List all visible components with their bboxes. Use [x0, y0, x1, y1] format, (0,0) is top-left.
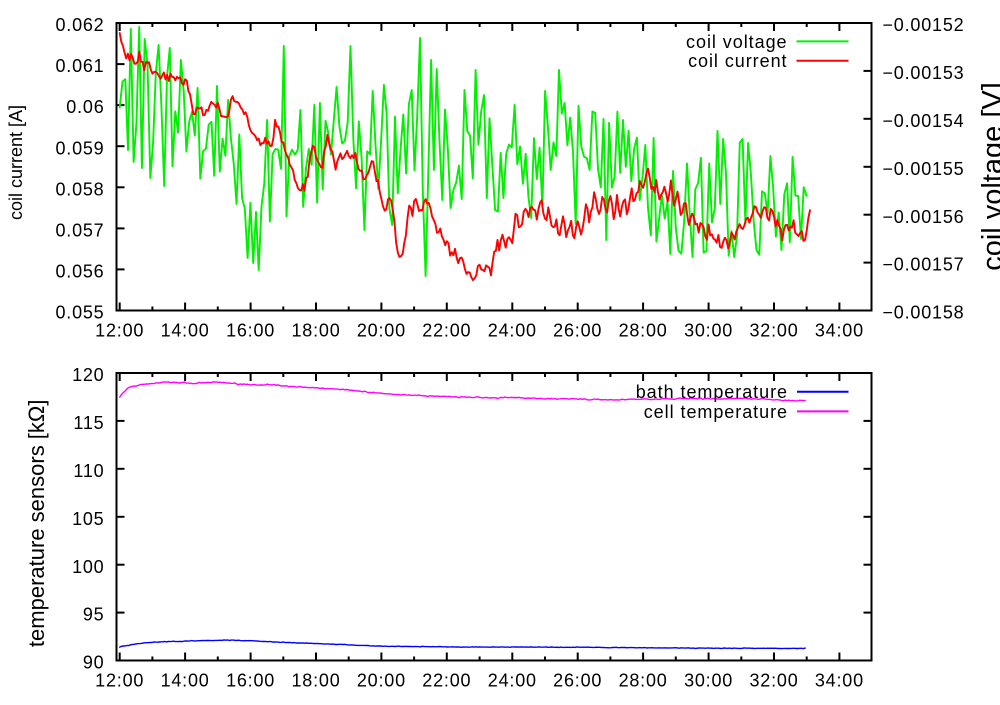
- svg-text:cell temperature: cell temperature: [644, 402, 788, 422]
- svg-text:12:00: 12:00: [95, 670, 144, 690]
- svg-text:95: 95: [83, 605, 105, 625]
- svg-text:30:00: 30:00: [684, 320, 733, 340]
- svg-text:34:00: 34:00: [815, 320, 864, 340]
- svg-text:105: 105: [72, 509, 104, 529]
- svg-text:14:00: 14:00: [161, 670, 210, 690]
- svg-text:−0.00156: −0.00156: [883, 207, 965, 227]
- svg-text:−0.00153: −0.00153: [883, 63, 965, 83]
- svg-text:bath temperature: bath temperature: [636, 382, 788, 402]
- svg-text:0.059: 0.059: [55, 138, 104, 158]
- svg-text:0.058: 0.058: [55, 179, 104, 199]
- svg-text:temperature sensors [kΩ]: temperature sensors [kΩ]: [24, 400, 49, 648]
- svg-text:0.056: 0.056: [55, 262, 104, 282]
- svg-text:−0.00157: −0.00157: [883, 255, 965, 275]
- svg-text:100: 100: [72, 557, 104, 577]
- svg-text:0.057: 0.057: [55, 221, 104, 241]
- svg-text:20:00: 20:00: [357, 320, 406, 340]
- svg-text:coil current: coil current: [688, 51, 787, 71]
- svg-text:−0.00154: −0.00154: [883, 111, 965, 131]
- svg-text:24:00: 24:00: [488, 320, 537, 340]
- svg-text:−0.00152: −0.00152: [883, 15, 965, 35]
- svg-text:0.055: 0.055: [55, 303, 104, 323]
- svg-text:115: 115: [73, 413, 104, 433]
- svg-text:coil current [A]: coil current [A]: [6, 105, 26, 220]
- svg-text:coil voltage [V]: coil voltage [V]: [977, 82, 1000, 271]
- svg-text:12:00: 12:00: [95, 320, 144, 340]
- svg-text:26:00: 26:00: [553, 320, 602, 340]
- svg-text:34:00: 34:00: [815, 670, 864, 690]
- svg-text:32:00: 32:00: [749, 320, 798, 340]
- svg-text:0.061: 0.061: [55, 56, 104, 76]
- svg-text:22:00: 22:00: [422, 320, 471, 340]
- svg-text:28:00: 28:00: [619, 670, 668, 690]
- svg-text:14:00: 14:00: [161, 320, 210, 340]
- svg-text:−0.00158: −0.00158: [883, 303, 965, 323]
- svg-text:18:00: 18:00: [291, 670, 340, 690]
- svg-text:26:00: 26:00: [553, 670, 602, 690]
- svg-text:110: 110: [73, 461, 104, 481]
- svg-text:0.06: 0.06: [66, 97, 104, 117]
- svg-text:32:00: 32:00: [749, 670, 798, 690]
- svg-text:coil voltage: coil voltage: [686, 32, 787, 52]
- svg-text:30:00: 30:00: [684, 670, 733, 690]
- svg-text:−0.00155: −0.00155: [883, 159, 965, 179]
- svg-text:24:00: 24:00: [488, 670, 537, 690]
- svg-text:16:00: 16:00: [226, 670, 275, 690]
- svg-text:0.062: 0.062: [55, 15, 104, 35]
- svg-text:22:00: 22:00: [422, 670, 471, 690]
- svg-text:16:00: 16:00: [226, 320, 275, 340]
- svg-text:18:00: 18:00: [291, 320, 340, 340]
- svg-text:20:00: 20:00: [357, 670, 406, 690]
- svg-text:90: 90: [83, 653, 105, 673]
- svg-text:120: 120: [72, 365, 104, 385]
- svg-text:28:00: 28:00: [619, 320, 668, 340]
